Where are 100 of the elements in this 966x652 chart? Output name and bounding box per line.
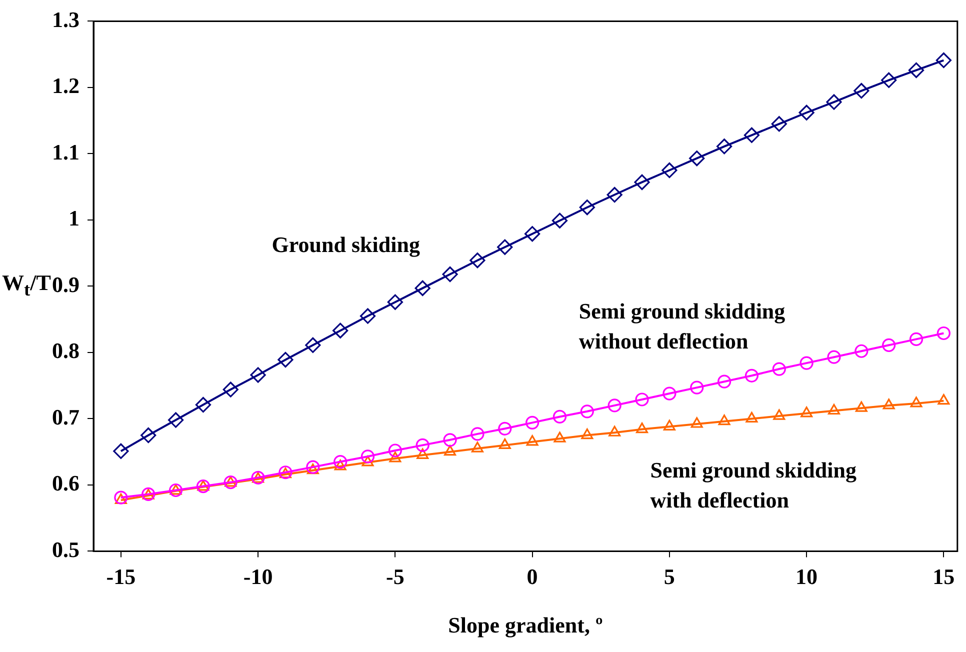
point [882,398,895,410]
point [388,444,402,458]
point [635,392,649,406]
x-tick-label: 10 [796,564,818,590]
point [938,394,950,405]
point [581,428,594,440]
point [579,200,595,216]
point [526,435,538,446]
y-tick-label: 1.1 [52,139,80,164]
series-label: Semi ground skidding without deflection [578,298,786,354]
point [744,368,759,382]
point [416,448,429,459]
point [362,456,374,466]
point [606,186,622,203]
point [854,82,870,99]
point [526,416,540,430]
point [773,409,786,420]
x-tick-label: -15 [106,564,136,590]
point [717,374,732,388]
point [305,337,321,353]
x-tick-label: 5 [664,564,675,590]
point [716,138,732,154]
point [689,150,705,166]
point [334,460,346,470]
point [908,62,924,78]
y-axis-title: W$_{t}$/T [2,270,51,300]
series-label: Ground skiding [272,232,420,258]
point [224,476,238,490]
x-tick-label: -5 [386,564,404,590]
point [854,344,868,358]
x-axis-title: Slope gradient, º [448,612,603,638]
y-tick-label: 1 [68,206,80,231]
x-tick-label: 0 [526,564,538,590]
point [195,396,211,413]
y-tick-label: 0.5 [52,536,80,562]
point [387,294,403,310]
point [224,476,237,487]
point [744,127,760,143]
point [634,174,650,190]
point [389,452,402,462]
point [497,239,513,255]
y-tick-label: 1.2 [52,73,80,98]
point [718,414,730,426]
point [608,426,621,436]
point [910,396,922,408]
point [552,212,568,228]
point [554,432,566,442]
point [114,493,127,504]
point [306,464,319,474]
y-tick-label: 1.3 [52,6,80,32]
point [140,427,156,444]
series-label: Semi ground skidding with deflection [650,457,856,512]
point [636,422,648,434]
point [662,162,678,178]
point [196,479,210,494]
point [197,480,210,491]
point [663,420,676,430]
point [690,417,703,428]
point [306,460,320,474]
point [470,427,484,441]
point [772,362,786,376]
point [524,226,540,242]
y-tick-label: 0.7 [52,404,80,430]
point [414,280,430,296]
y-tick-label: 0.9 [52,272,80,297]
point [855,401,868,412]
point [881,72,897,88]
point [746,412,758,422]
point [168,483,183,498]
y-tick-label: 0.8 [52,338,80,364]
point [442,266,458,282]
point [444,445,456,456]
point [222,382,238,398]
x-tick-label: 15 [932,564,955,590]
point [360,450,375,464]
point [826,94,842,110]
point [662,386,676,400]
point [498,438,511,449]
point [690,380,704,394]
point [416,438,430,452]
point [470,252,486,268]
y-tick-label: 0.6 [52,470,80,496]
point [798,104,814,120]
point [332,322,348,338]
point [471,442,484,452]
point [170,484,182,495]
point [168,412,184,428]
point [443,433,457,447]
point [936,326,950,340]
point [113,443,129,459]
point [608,398,622,412]
point [882,338,896,352]
point [771,116,787,132]
point [250,367,266,383]
point [552,410,567,424]
point [580,404,594,418]
point [278,352,294,368]
point [827,350,841,364]
point [909,332,924,346]
point [334,454,348,469]
